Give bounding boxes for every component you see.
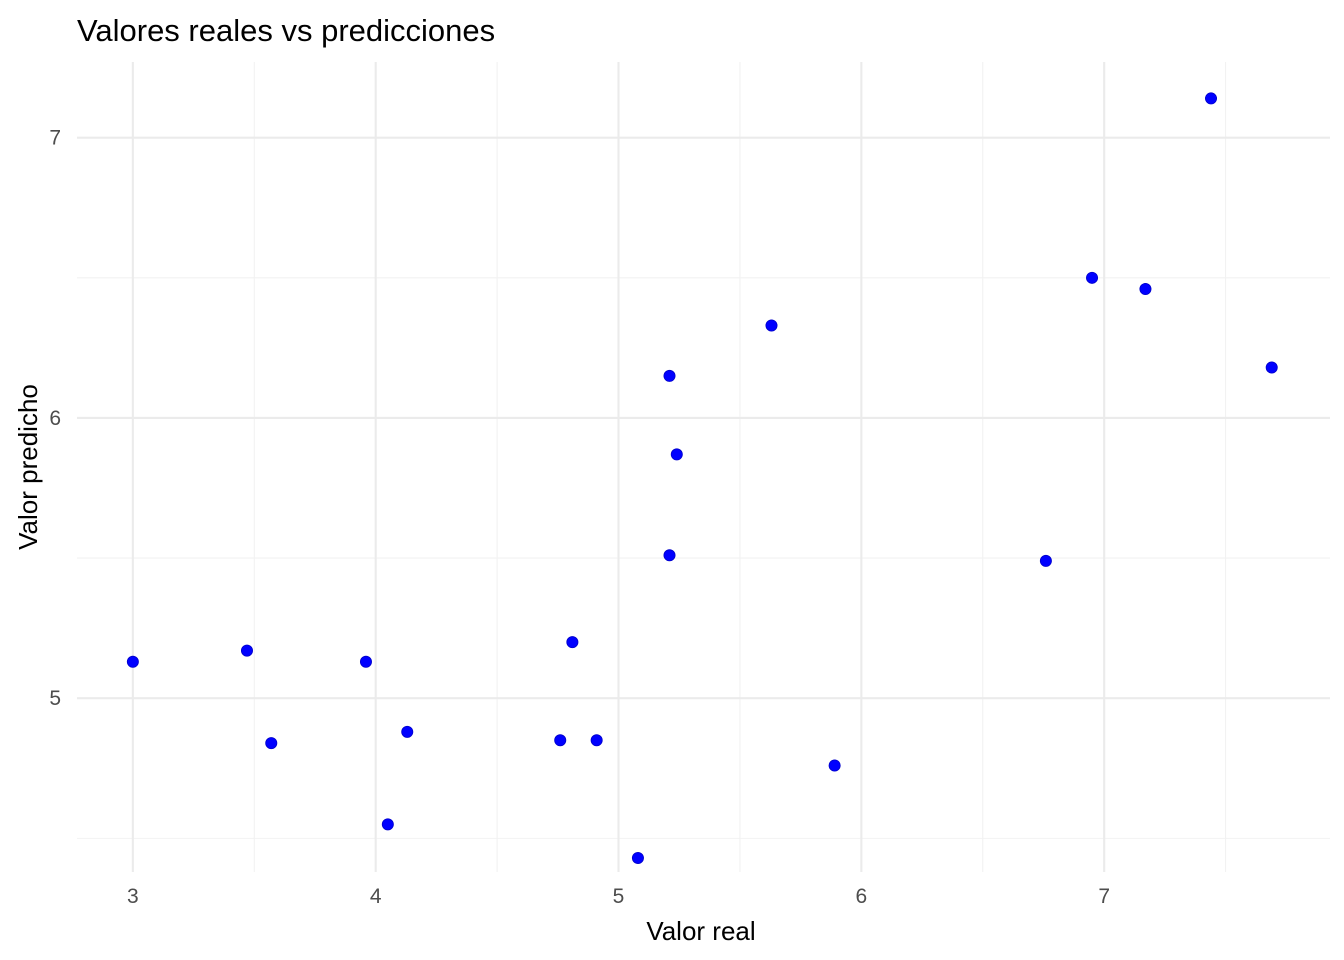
data-point <box>1039 554 1052 567</box>
x-axis-title: Valor real <box>646 916 755 946</box>
x-tick-label: 6 <box>855 885 867 908</box>
data-point <box>126 655 139 668</box>
data-point <box>566 636 579 649</box>
data-point <box>663 369 676 382</box>
data-point <box>401 725 414 738</box>
data-point <box>554 734 567 747</box>
data-point <box>240 644 253 657</box>
x-axis-tick-labels: 3 4 5 6 7 <box>127 885 1110 908</box>
data-point <box>828 759 841 772</box>
data-point <box>765 319 778 332</box>
data-point <box>631 851 644 864</box>
data-points <box>126 92 1278 864</box>
minor-gridlines <box>77 62 1330 872</box>
x-tick-label: 4 <box>370 885 382 908</box>
x-tick-label: 7 <box>1098 885 1110 908</box>
data-point <box>590 734 603 747</box>
x-tick-label: 3 <box>127 885 139 908</box>
data-point <box>359 655 372 668</box>
data-point <box>1265 361 1278 374</box>
y-tick-label: 6 <box>49 407 61 430</box>
y-tick-label: 5 <box>49 687 61 710</box>
chart-title: Valores reales vs predicciones <box>77 13 495 48</box>
y-axis-tick-labels: 5 6 7 <box>49 127 61 711</box>
data-point <box>663 549 676 562</box>
data-point <box>1205 92 1218 105</box>
data-point <box>1139 283 1152 296</box>
data-point <box>381 818 394 831</box>
major-gridlines <box>77 62 1330 872</box>
data-point <box>265 737 278 750</box>
y-tick-label: 7 <box>49 127 61 150</box>
x-tick-label: 5 <box>613 885 625 908</box>
data-point <box>1086 271 1099 284</box>
y-axis-title: Valor predicho <box>13 384 43 550</box>
data-point <box>670 448 683 461</box>
